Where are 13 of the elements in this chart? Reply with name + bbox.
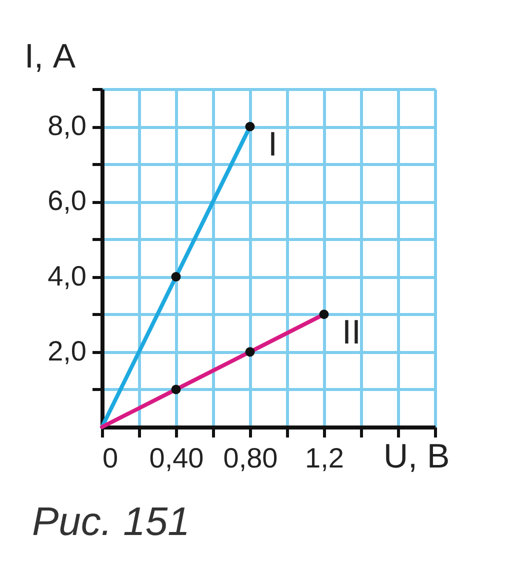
x-tick-label: 1,2 — [305, 442, 344, 474]
x-tick-label: 0,40 — [149, 442, 204, 474]
series-label: I — [268, 126, 278, 164]
y-tick-label: 2,0 — [48, 335, 86, 366]
x-axis-title: U, В — [384, 438, 450, 476]
y-axis-title: I, А — [24, 38, 76, 76]
y-tick-label: 8,0 — [48, 110, 86, 142]
y-tick-label: 4,0 — [48, 260, 86, 292]
y-tick-label: 6,0 — [48, 185, 86, 216]
text: Рис. 151 — [32, 500, 191, 544]
x-tick-label: 0,80 — [223, 442, 278, 474]
x-tick-label: 0 — [102, 442, 118, 474]
series-label: II — [342, 313, 361, 352]
